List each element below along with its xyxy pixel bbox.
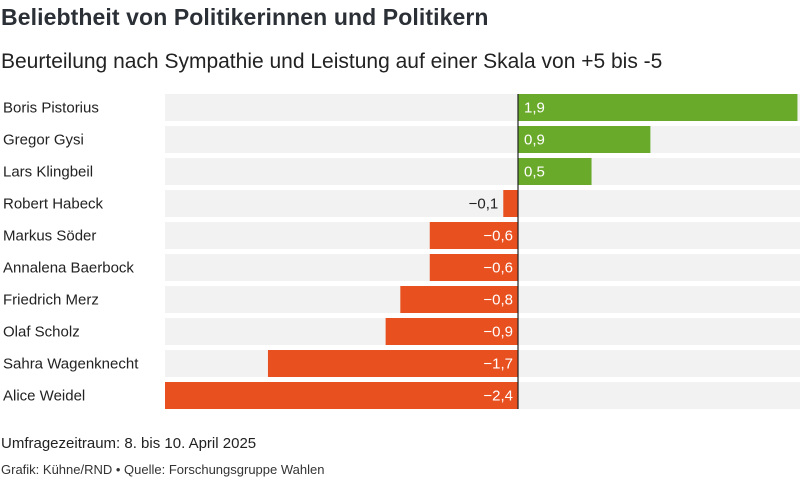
category-label: Alice Weidel [3, 388, 85, 405]
category-label: Lars Klingbeil [3, 164, 93, 181]
category-label: Robert Habeck [3, 196, 104, 213]
chart-subtitle: Beurteilung nach Sympathie und Leistung … [1, 50, 663, 73]
bar [429, 222, 518, 249]
category-label: Olaf Scholz [3, 324, 80, 341]
value-label: −0,9 [483, 324, 513, 341]
bar [518, 126, 651, 153]
bar [503, 190, 518, 217]
bar [518, 158, 592, 185]
survey-period: Umfragezeitraum: 8. bis 10. April 2025 [1, 435, 257, 452]
category-label: Friedrich Merz [3, 292, 99, 309]
value-label: 0,5 [524, 164, 545, 181]
value-label: 0,9 [524, 132, 545, 149]
value-label: −0,6 [483, 228, 513, 245]
bar-track [165, 126, 800, 153]
bar [165, 382, 518, 409]
bar-track [165, 158, 800, 185]
bar [267, 350, 518, 377]
bar [385, 318, 518, 345]
bar [518, 94, 798, 121]
chart-title: Beliebtheit von Politikerinnen und Polit… [1, 4, 489, 30]
bar-track [165, 190, 800, 217]
value-label: −0,8 [483, 292, 513, 309]
bar-chart: Boris Pistorius 1,9 Gregor Gysi 0,9 Lars Kli… [3, 94, 800, 409]
category-label: Markus Söder [3, 228, 96, 245]
category-label: Gregor Gysi [3, 132, 84, 149]
value-label: −0,6 [483, 260, 513, 277]
category-label: Boris Pistorius [3, 100, 99, 117]
value-label: −1,7 [483, 356, 513, 373]
bar [429, 254, 518, 281]
category-label: Annalena Baerbock [3, 260, 134, 277]
source-credit: Grafik: Kühne/RND • Quelle: Forschungsgr… [1, 462, 325, 477]
bar [400, 286, 518, 313]
value-label: −2,4 [483, 388, 513, 405]
category-label: Sahra Wagenknecht [3, 356, 139, 373]
value-label: 1,9 [524, 100, 545, 117]
value-label: −0,1 [469, 196, 499, 213]
